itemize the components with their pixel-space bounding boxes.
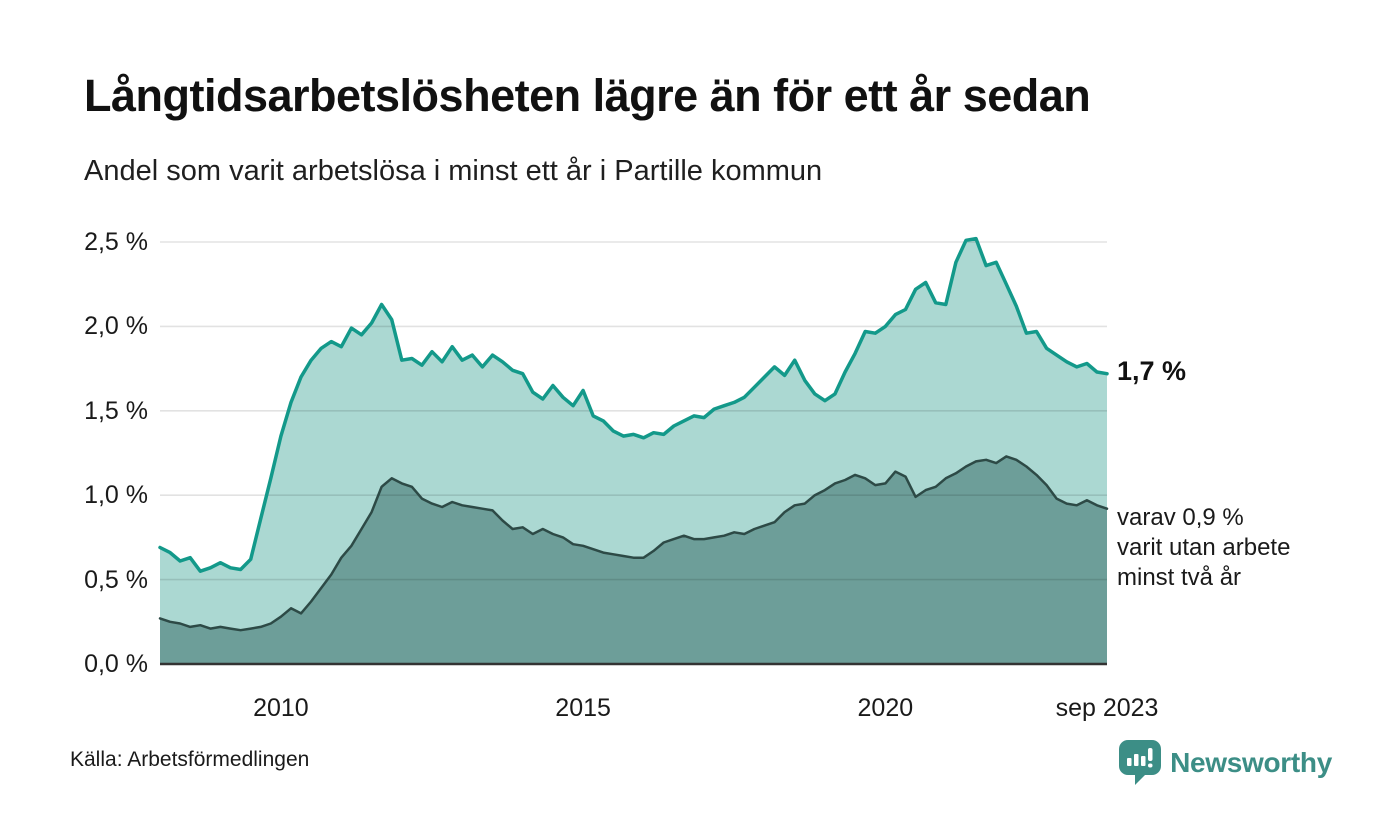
y-axis-tick-label: 2,5 % (84, 228, 148, 256)
chart-title: Långtidsarbetslösheten lägre än för ett … (84, 70, 1091, 121)
newsworthy-logo-icon (1119, 740, 1162, 785)
y-axis-tick-label: 0,5 % (84, 565, 148, 594)
chart-subtitle: Andel som varit arbetslösa i minst ett å… (84, 155, 823, 187)
secondary-value-line: varav 0,9 % (1117, 504, 1244, 531)
y-axis-tick-label: 1,0 % (84, 481, 148, 510)
series-line-two-years (158, 455, 1109, 632)
x-axis-tick-label: 2015 (555, 694, 611, 722)
newsworthy-logo: Newsworthy (1119, 740, 1332, 786)
y-axis-tick-label: 2,0 % (84, 312, 148, 341)
secondary-value-label: varav 0,9 % varit utan arbete minst två … (1117, 503, 1290, 593)
secondary-value-line: minst två år (1117, 564, 1242, 591)
x-axis-tick-label: 2020 (857, 694, 914, 722)
source-attribution: Källa: Arbetsförmedlingen (70, 748, 310, 771)
brand-name: Newsworthy (1170, 747, 1332, 778)
y-axis-tick-label: 1,5 % (84, 396, 148, 425)
series-line-one-year (158, 236, 1109, 573)
secondary-value-line: varit utan arbete (1117, 534, 1291, 561)
x-axis-tick-label: sep 2023 (1055, 694, 1159, 722)
x-axis-tick-label: 2010 (253, 694, 309, 722)
latest-value-label: 1,7 % (1117, 356, 1187, 386)
area-fill-two-years (160, 456, 1107, 664)
y-axis-tick-label: 0,0 % (84, 650, 148, 678)
